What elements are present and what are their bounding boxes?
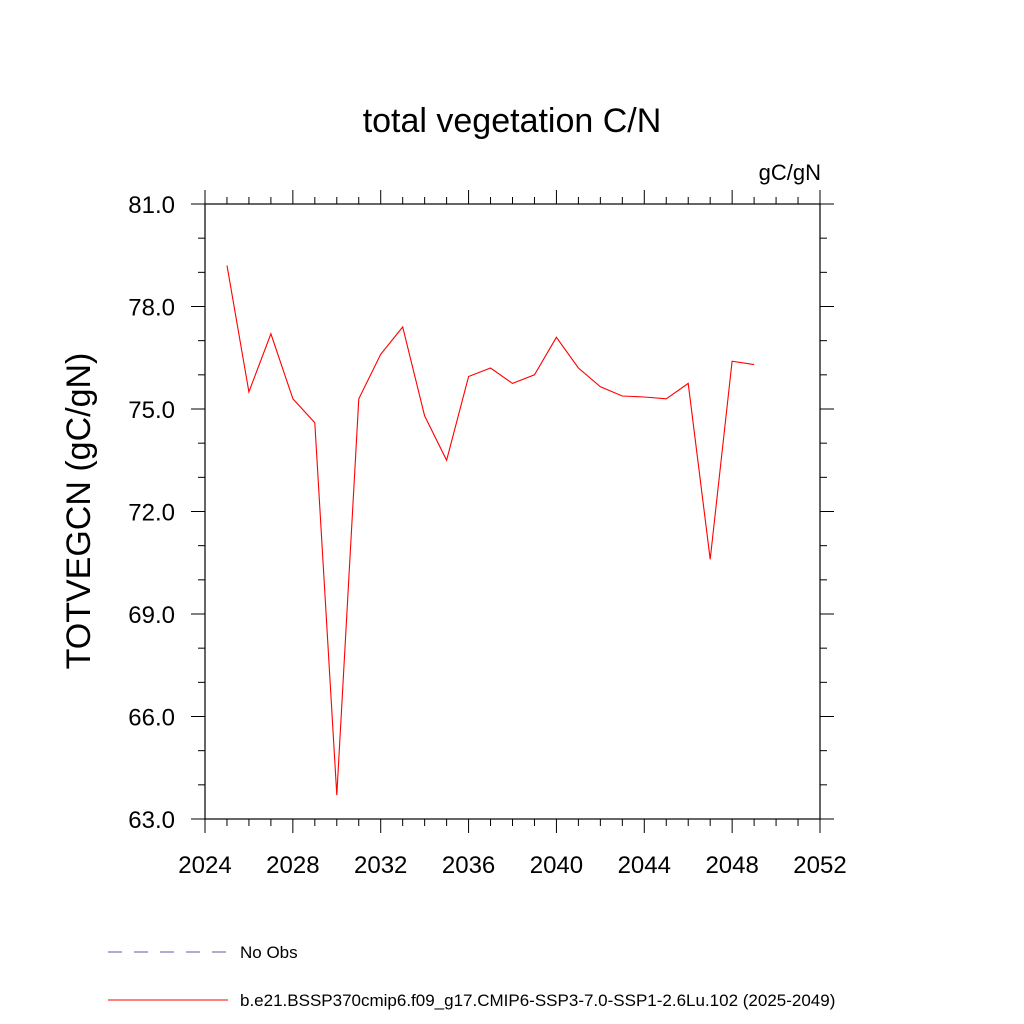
series-line: [226, 265, 755, 796]
y-tick-label: 72.0: [128, 500, 175, 527]
x-tick-label: 2044: [618, 852, 671, 879]
legend: No Obs b.e21.BSSP370cmip6.f09_g17.CMIP6-S…: [108, 943, 835, 1010]
plot-frame: [204, 203, 821, 820]
legend-label: b.e21.BSSP370cmip6.f09_g17.CMIP6-SSP3-7.…: [240, 991, 835, 1010]
y-tick-label: 69.0: [128, 602, 175, 629]
x-tick-label: 2048: [705, 852, 758, 879]
y-tick-label: 63.0: [128, 807, 175, 834]
x-tick-label: 2032: [354, 852, 407, 879]
legend-label: No Obs: [240, 943, 298, 962]
x-tick-label: 2036: [442, 852, 495, 879]
x-tick-label: 2040: [530, 852, 583, 879]
x-tick-label: 2052: [793, 852, 846, 879]
y-tick-label: 78.0: [128, 295, 175, 322]
y-tick-label: 75.0: [128, 397, 175, 424]
y-tick-label: 81.0: [128, 192, 175, 219]
y-tick-label: 66.0: [128, 705, 175, 732]
y-axis-label: TOTVEGCN (gC/gN): [60, 353, 98, 670]
plot-area: 2024 2028 2032 2036 2040 2044 2048 2052 63.0 66.0…: [128, 190, 847, 879]
x-tick-label: 2024: [178, 852, 231, 879]
x-tick-label: 2028: [266, 852, 319, 879]
units-label: gC/gN: [759, 160, 821, 185]
chart-title: total vegetation C/N: [363, 102, 662, 140]
